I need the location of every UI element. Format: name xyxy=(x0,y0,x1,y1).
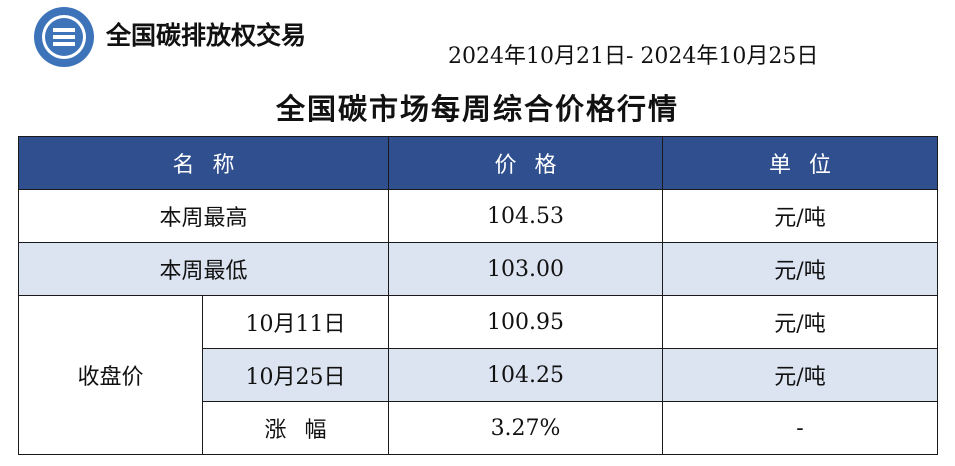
column-header-unit: 单位 xyxy=(662,136,939,190)
price-table: 名称 价格 单位 本周最高 104.53 元/吨 本周最低 103.00 元/吨… xyxy=(17,136,939,455)
table-row-weekly-high: 本周最高 104.53 元/吨 xyxy=(17,189,939,243)
weekly-high-unit: 元/吨 xyxy=(662,189,939,243)
closing-unit-2: 元/吨 xyxy=(662,348,939,402)
table-row-closing-1: 收盘价 10月11日 100.95 元/吨 xyxy=(18,295,939,455)
change-label: 涨幅 xyxy=(201,401,390,455)
closing-price-1: 100.95 xyxy=(388,295,664,349)
date-range: 2024年10月21日- 2024年10月25日 xyxy=(448,44,819,69)
weekly-low-price: 103.00 xyxy=(388,242,664,296)
closing-price-2: 104.25 xyxy=(388,348,664,402)
table-row-change: 涨幅 3.27% - xyxy=(19,401,939,455)
weekly-high-label: 本周最高 xyxy=(17,189,390,243)
page-title: 全国碳市场每周综合价格行情 xyxy=(275,92,679,126)
table-row-closing-2: 10月25日 104.25 元/吨 xyxy=(19,348,939,402)
column-header-price: 价格 xyxy=(388,136,664,190)
closing-date-2: 10月25日 xyxy=(201,348,390,402)
change-value: 3.27% xyxy=(388,401,664,455)
change-unit: - xyxy=(662,401,939,455)
brand-name: 全国碳排放权交易 xyxy=(106,21,307,50)
weekly-low-unit: 元/吨 xyxy=(662,242,939,296)
weekly-low-label: 本周最低 xyxy=(17,242,390,296)
carbon-exchange-logo-icon xyxy=(34,7,94,67)
table-header-row: 名称 价格 单位 xyxy=(17,136,939,190)
weekly-high-price: 104.53 xyxy=(388,189,664,243)
closing-date-1: 10月11日 xyxy=(201,295,390,349)
closing-unit-1: 元/吨 xyxy=(662,295,939,349)
table-row-weekly-low: 本周最低 103.00 元/吨 xyxy=(17,242,939,296)
column-header-name: 名称 xyxy=(17,136,390,190)
closing-price-label: 收盘价 xyxy=(18,295,203,455)
